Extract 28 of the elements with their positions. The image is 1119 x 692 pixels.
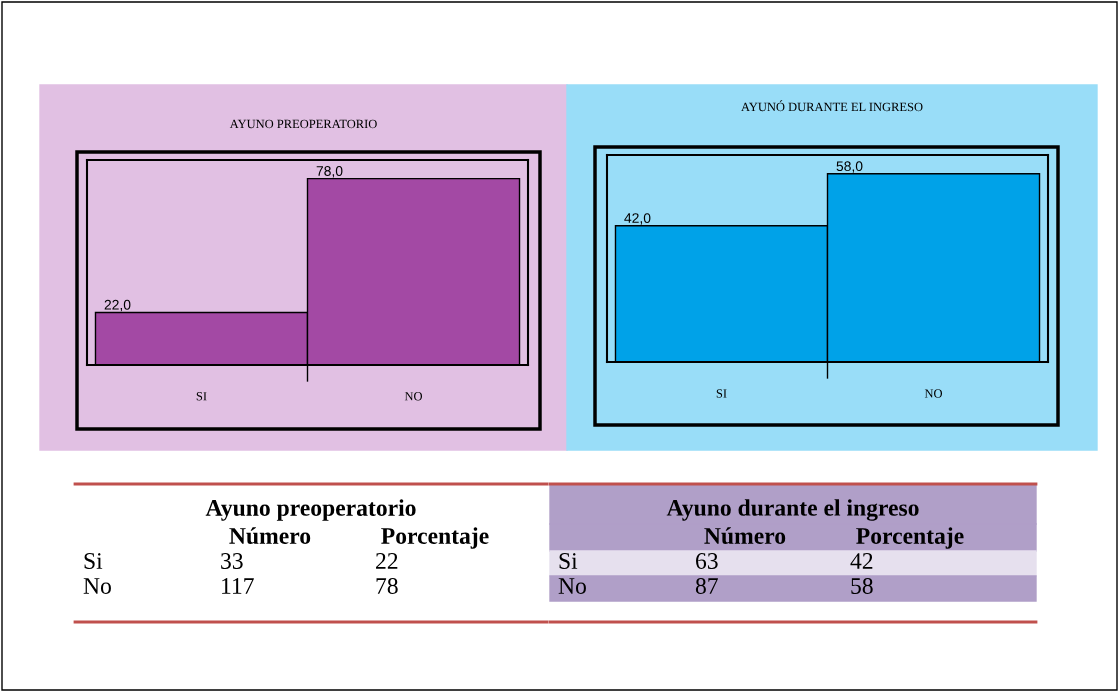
text: Ayuno durante el ingreso bbox=[666, 499, 919, 521]
text: 33 bbox=[221, 553, 243, 569]
text: 87 bbox=[695, 577, 718, 594]
text: Si bbox=[559, 553, 578, 569]
text: 117 bbox=[222, 578, 254, 594]
x-tick-label: NO bbox=[404, 392, 423, 401]
data-label: 42,0 bbox=[624, 213, 651, 225]
text: 22 bbox=[376, 553, 398, 569]
text: Número bbox=[229, 527, 311, 544]
data-label: 22,0 bbox=[104, 299, 131, 312]
text: No bbox=[558, 578, 586, 594]
x-tick-label: SI bbox=[716, 389, 727, 398]
text: 63 bbox=[696, 553, 718, 569]
text: Porcentaje bbox=[856, 527, 964, 549]
text: Ayuno preoperatorio bbox=[205, 499, 416, 521]
text: Porcentaje bbox=[381, 527, 489, 549]
text: 58 bbox=[851, 577, 873, 594]
text: Si bbox=[84, 553, 103, 569]
chart-title: AYUNÓ DURANTE EL INGRESO bbox=[741, 100, 923, 112]
data-label: 78,0 bbox=[316, 166, 343, 178]
text: 42 bbox=[850, 553, 873, 569]
x-tick-label: NO bbox=[924, 389, 943, 398]
data-label: 58,0 bbox=[836, 161, 863, 173]
text: Número bbox=[704, 527, 786, 544]
chart-title: AYUNO PREOPERATORIO bbox=[229, 119, 377, 129]
x-tick-label: SI bbox=[196, 392, 207, 401]
text: 78 bbox=[376, 577, 398, 594]
text: No bbox=[83, 578, 111, 594]
